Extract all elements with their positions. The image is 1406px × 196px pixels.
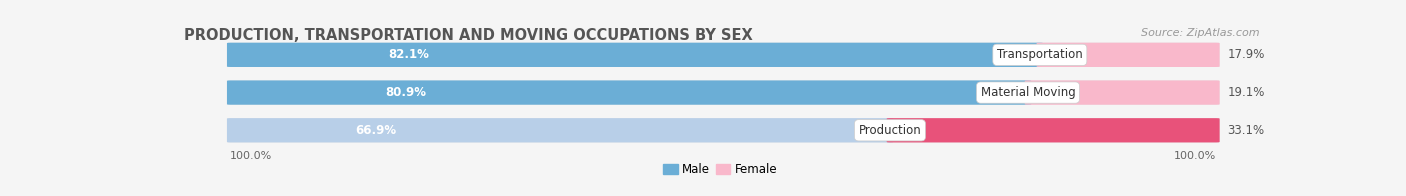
Text: 82.1%: 82.1% (388, 48, 429, 61)
Text: Transportation: Transportation (997, 48, 1083, 61)
FancyBboxPatch shape (226, 80, 1219, 105)
FancyBboxPatch shape (226, 118, 1219, 142)
Text: 19.1%: 19.1% (1227, 86, 1264, 99)
Text: Source: ZipAtlas.com: Source: ZipAtlas.com (1142, 28, 1260, 38)
Text: 100.0%: 100.0% (1174, 151, 1216, 161)
Text: 100.0%: 100.0% (231, 151, 273, 161)
FancyBboxPatch shape (1025, 80, 1219, 105)
Text: 17.9%: 17.9% (1227, 48, 1264, 61)
FancyBboxPatch shape (1036, 43, 1219, 67)
Text: 66.9%: 66.9% (354, 124, 396, 137)
FancyBboxPatch shape (226, 43, 1219, 67)
Text: PRODUCTION, TRANSPORTATION AND MOVING OCCUPATIONS BY SEX: PRODUCTION, TRANSPORTATION AND MOVING OC… (184, 28, 754, 43)
FancyBboxPatch shape (226, 43, 1043, 67)
Text: 33.1%: 33.1% (1227, 124, 1264, 137)
FancyBboxPatch shape (226, 80, 1031, 105)
Text: 80.9%: 80.9% (385, 86, 426, 99)
Text: Production: Production (859, 124, 921, 137)
Legend: Male, Female: Male, Female (658, 158, 783, 181)
Text: Material Moving: Material Moving (980, 86, 1076, 99)
FancyBboxPatch shape (226, 118, 893, 142)
FancyBboxPatch shape (887, 118, 1219, 142)
